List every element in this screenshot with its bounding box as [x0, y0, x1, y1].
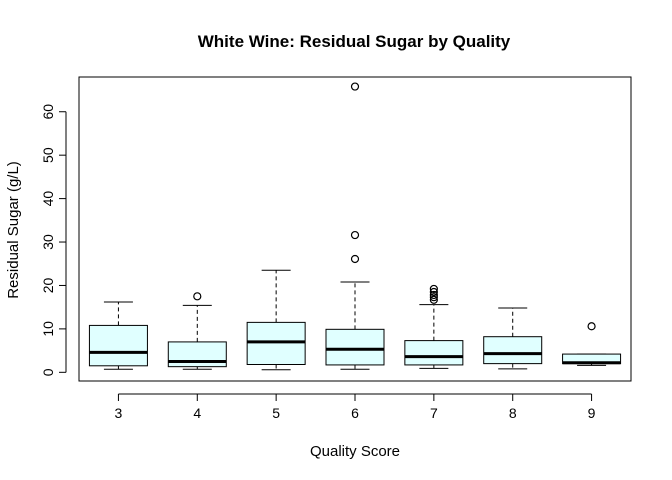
outlier-point [429, 287, 438, 297]
outlier-point [193, 292, 202, 301]
box-8 [483, 307, 543, 370]
outlier-point [429, 295, 438, 304]
outlier-point [429, 293, 438, 302]
y-tick-label: 60 [40, 104, 56, 120]
x-tick-label: 6 [351, 405, 359, 421]
outlier-point [350, 82, 360, 91]
x-tick-label: 5 [272, 405, 280, 421]
y-tick-label: 40 [40, 191, 56, 207]
plot-frame [78, 76, 632, 382]
box-9 [562, 322, 622, 366]
boxes-group [88, 82, 622, 371]
y-tick-label: 20 [40, 277, 56, 293]
iqr-box [325, 328, 385, 366]
x-axis: 3 4 5 6 7 8 9 [115, 393, 596, 421]
iqr-box [483, 336, 543, 365]
x-tick-label: 3 [115, 405, 123, 421]
chart-title: White Wine: Residual Sugar by Quality [198, 32, 511, 51]
outlier-point [350, 230, 360, 240]
iqr-box [88, 324, 148, 367]
x-tick-label: 8 [509, 405, 517, 421]
y-tick-label: 10 [40, 321, 56, 337]
outlier-point [587, 322, 596, 331]
outlier-point [350, 254, 360, 264]
iqr-box [404, 340, 464, 366]
x-axis-label: Quality Score [310, 443, 400, 460]
box-6 [325, 82, 385, 370]
y-tick-label: 50 [40, 147, 56, 163]
outlier-point [429, 284, 438, 294]
y-tick-label: 0 [40, 368, 56, 376]
outlier-point [429, 290, 438, 300]
iqr-box [246, 321, 306, 365]
box-3 [88, 301, 148, 370]
x-tick-label: 9 [588, 405, 596, 421]
x-tick-label: 7 [430, 405, 438, 421]
box-4 [167, 292, 227, 370]
y-tick-label: 30 [40, 234, 56, 250]
y-axis-label: Residual Sugar (g/L) [5, 161, 22, 299]
box-7 [404, 284, 464, 369]
box-5 [246, 269, 306, 371]
x-tick-label: 4 [193, 405, 201, 421]
y-axis: 0 10 20 30 40 50 60 [40, 104, 67, 376]
